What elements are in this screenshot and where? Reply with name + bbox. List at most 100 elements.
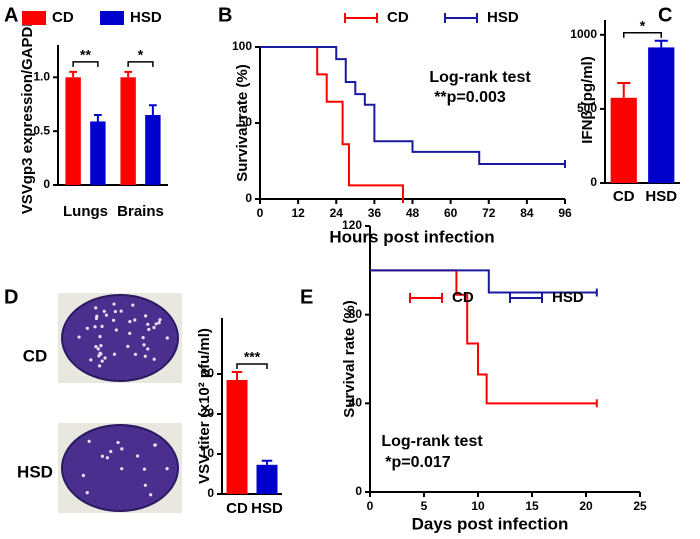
annotation: *p=0.017: [385, 454, 450, 471]
plaque: [104, 313, 108, 317]
bar: [226, 380, 248, 494]
legend-label: CD: [387, 9, 409, 26]
y-axis-label: VSVgp3 expression/GAPDH: [19, 16, 36, 214]
plaque: [85, 326, 89, 330]
plaque: [116, 440, 120, 445]
error-bar: [149, 104, 157, 115]
x-axis-label: Days post infection: [412, 514, 569, 533]
significance-label: *: [138, 47, 144, 63]
error-bar: [231, 371, 243, 380]
legend-label: HSD: [487, 9, 519, 26]
plaque: [109, 449, 113, 454]
plaque: [114, 328, 118, 332]
plaque: [87, 439, 91, 443]
plaque: [154, 322, 158, 326]
y-tick-label: 20: [201, 406, 215, 420]
legend-swatch: [509, 293, 543, 303]
x-tick-label: Lungs: [63, 203, 108, 220]
plaque: [158, 318, 162, 322]
plaque: [143, 483, 147, 487]
plaque: [120, 467, 124, 471]
plaque: [141, 335, 145, 340]
y-tick-label: 30: [201, 366, 215, 380]
plaque: [85, 491, 89, 495]
x-tick-label: HSD: [251, 500, 283, 517]
plaque: [100, 454, 104, 458]
plaque: [112, 302, 116, 306]
plaque: [143, 354, 147, 358]
y-tick-label: 0: [43, 177, 50, 191]
y-tick-label: 0: [207, 486, 214, 500]
plaque: [142, 467, 147, 471]
plaque: [98, 335, 102, 339]
panel-letter: D: [4, 286, 18, 308]
y-tick-label: 0: [245, 191, 252, 205]
plaque: [105, 456, 109, 460]
plaque: [133, 352, 138, 356]
plaque: [112, 352, 117, 356]
panel-letter: C: [658, 4, 672, 26]
plaque: [126, 344, 130, 348]
plaque: [81, 473, 86, 478]
annotation: **p=0.003: [434, 89, 506, 106]
x-tick-label: 48: [406, 206, 420, 220]
error-bar: [261, 459, 273, 465]
plaque: [120, 447, 124, 451]
significance-bracket: [236, 363, 268, 369]
annotation: Log-rank test: [381, 433, 483, 450]
y-tick-label: 100: [232, 39, 252, 53]
legend-label: HSD: [552, 289, 584, 306]
y-tick-label: 0: [355, 484, 362, 498]
plaque: [136, 454, 140, 458]
x-tick-label: 96: [558, 206, 572, 220]
panel-letter: A: [4, 4, 18, 26]
bar: [90, 121, 106, 185]
significance-bracket: [72, 61, 99, 67]
plaque: [97, 364, 102, 368]
panel-letter: E: [300, 286, 313, 308]
plaque: [149, 493, 153, 497]
plaque: [128, 319, 132, 324]
significance-bracket: [127, 61, 154, 67]
plaque: [128, 331, 132, 335]
image-label: HSD: [17, 462, 53, 481]
plaque: [77, 335, 81, 339]
significance-label: *: [640, 17, 646, 33]
plate: [61, 424, 179, 512]
significance-label: **: [80, 47, 91, 63]
bar: [145, 115, 161, 185]
error-bar: [69, 70, 77, 78]
plaque: [96, 347, 100, 351]
legend-label: CD: [452, 289, 474, 306]
plaque: [146, 322, 150, 326]
bar: [65, 77, 81, 185]
plaque: [97, 354, 101, 358]
y-tick-label: 500: [577, 101, 597, 115]
error-bar: [124, 70, 132, 78]
bar: [648, 47, 675, 183]
x-tick-label: 0: [257, 206, 264, 220]
x-tick-label: 72: [482, 206, 496, 220]
plaque: [153, 443, 157, 447]
image-label: CD: [23, 346, 48, 365]
panel-letter: B: [218, 4, 232, 26]
plaque: [103, 356, 107, 360]
plaque: [94, 345, 98, 349]
y-tick-label: 80: [349, 307, 363, 321]
legend-swatch: [100, 11, 124, 25]
y-axis-label: VSV titer (x10² pfu/ml): [196, 328, 213, 484]
plaque: [152, 357, 156, 361]
x-tick-label: 12: [291, 206, 305, 220]
x-tick-label: 20: [579, 499, 593, 513]
x-tick-label: HSD: [645, 188, 677, 205]
survival-line: [260, 46, 565, 166]
plaque: [144, 314, 148, 318]
y-axis-label: Survival rate (%): [341, 300, 358, 418]
x-tick-label: 5: [421, 499, 428, 513]
plaque: [94, 306, 98, 310]
plaque: [100, 359, 104, 363]
significance-label: ***: [244, 349, 261, 365]
plaque: [165, 467, 169, 471]
x-tick-label: CD: [613, 188, 635, 205]
plaque: [147, 327, 151, 332]
